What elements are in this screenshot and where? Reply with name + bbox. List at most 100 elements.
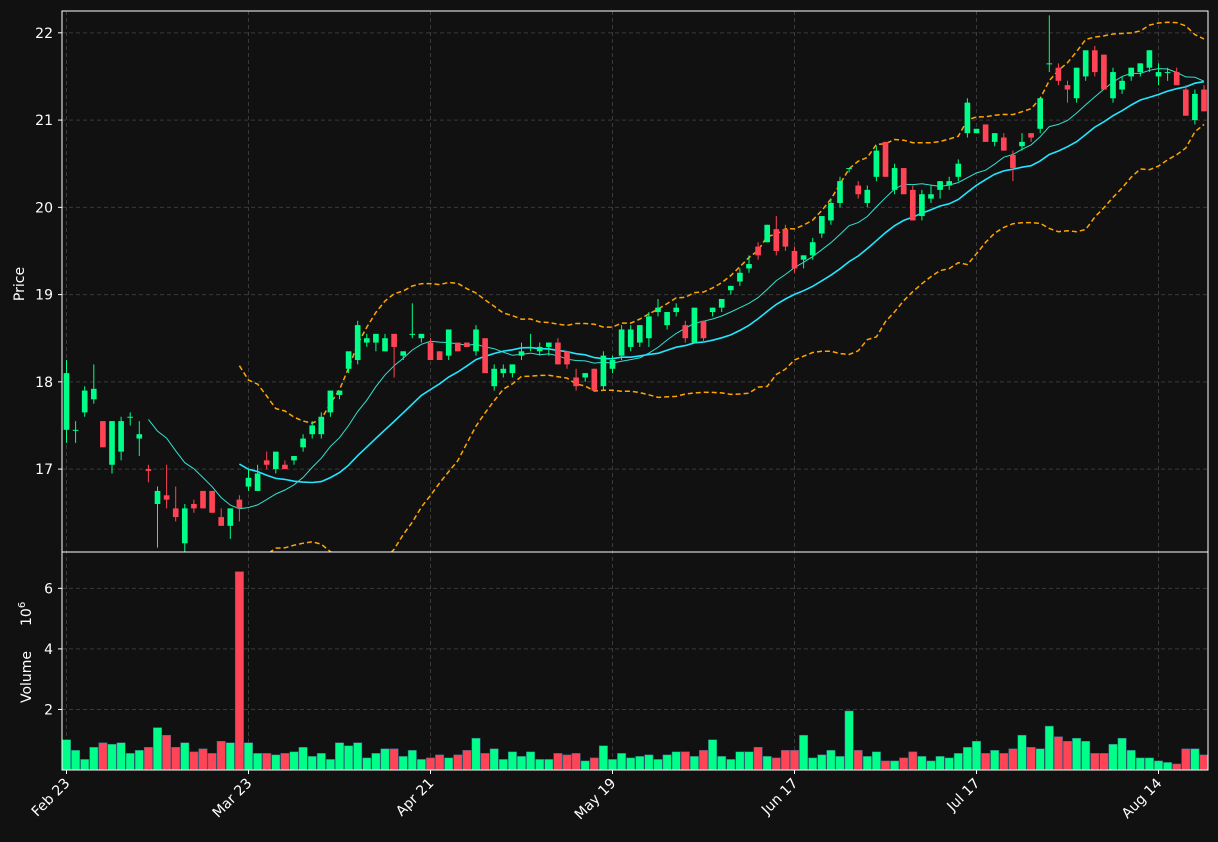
volume-bar: [517, 756, 526, 771]
volume-bar: [435, 754, 445, 771]
volume-bar: [189, 751, 199, 771]
candle-body: [1164, 72, 1171, 74]
candle-body: [109, 421, 115, 465]
price-tick-label: 22: [35, 26, 53, 42]
candle-body: [1119, 80, 1125, 90]
volume-bar: [962, 747, 972, 771]
volume-bar: [162, 734, 172, 771]
volume-bar: [1026, 747, 1036, 771]
volume-bar: [1154, 760, 1163, 771]
candle-body: [1110, 72, 1116, 99]
volume-bar: [853, 750, 863, 771]
candle-body: [373, 333, 379, 343]
candle-body: [864, 189, 871, 203]
volume-bar: [653, 759, 663, 771]
candle-body: [646, 316, 652, 339]
candle-body: [809, 242, 816, 256]
candle-body: [145, 469, 152, 471]
volume-bar: [662, 754, 672, 771]
volume-bar: [1135, 757, 1145, 771]
volume-bar: [981, 753, 991, 771]
candle-body: [855, 185, 862, 195]
bollinger-lower-line: [268, 123, 1205, 552]
volume-bar: [426, 757, 435, 771]
candle-body: [1101, 54, 1107, 90]
candle-body: [272, 451, 279, 470]
candle-body: [63, 373, 70, 430]
candle-body: [618, 329, 625, 356]
candle-body: [600, 355, 607, 387]
volume-bar: [1035, 748, 1045, 771]
candle-body: [327, 390, 334, 413]
candle-body: [154, 490, 161, 505]
volume-bar: [762, 756, 772, 771]
candle-body: [172, 508, 179, 518]
candle-body: [655, 307, 661, 313]
volume-panel-frame: [61, 551, 1209, 771]
candle-body: [773, 229, 780, 251]
candle-body: [318, 416, 325, 435]
candle-body: [363, 338, 370, 343]
volume-bar: [1190, 748, 1200, 771]
candle-body: [1019, 141, 1025, 147]
candle-body: [181, 508, 188, 544]
candle-body: [1073, 67, 1080, 99]
volume-bar: [926, 760, 936, 771]
volume-bar: [635, 756, 645, 771]
candle-body: [545, 342, 552, 347]
volume-bar: [307, 756, 317, 771]
volume-bar: [1017, 734, 1027, 771]
volume-bar: [571, 753, 581, 771]
candle-body: [391, 333, 397, 347]
candle-body: [482, 338, 488, 374]
candle-body: [200, 490, 206, 509]
volume-bar: [507, 751, 517, 771]
candle-body: [1010, 154, 1016, 169]
volume-bar: [171, 747, 181, 771]
candle-body: [282, 464, 288, 470]
candle-body: [1064, 85, 1071, 90]
volume-bar: [699, 750, 708, 771]
candle-body: [718, 298, 725, 308]
candle-body: [582, 373, 589, 378]
candle-body: [800, 255, 807, 260]
candle-body: [464, 342, 470, 347]
candle-body: [691, 307, 698, 343]
price-tick-label: 18: [35, 375, 53, 391]
candle-body: [1046, 63, 1053, 65]
candle-body: [882, 141, 889, 177]
volume-bar: [335, 742, 344, 771]
candle-body: [118, 421, 124, 452]
candle-body: [973, 128, 980, 134]
volume-bar: [262, 753, 272, 771]
moving-averages: [148, 68, 1205, 510]
candle-body: [928, 194, 934, 199]
candle-body: [573, 377, 579, 387]
volume-bar: [680, 751, 690, 771]
candle-body: [473, 329, 479, 352]
volume-bar: [808, 757, 818, 771]
volume-bar: [1108, 744, 1118, 771]
volume-bar: [216, 740, 226, 771]
volume-bar: [944, 757, 954, 771]
price-tick-label: 19: [35, 288, 53, 304]
volume-bar: [353, 742, 363, 771]
candle-body: [81, 390, 88, 413]
candle-body: [1000, 137, 1007, 151]
volume-bar: [244, 742, 253, 771]
candle-body: [300, 438, 306, 448]
candle-body: [555, 342, 561, 365]
volume-bar: [553, 753, 563, 771]
volume-tick-label: 2: [44, 702, 53, 718]
volume-bar: [1117, 737, 1127, 771]
volume-bar: [298, 747, 308, 771]
candle-body: [609, 360, 616, 369]
volume-bar: [207, 753, 217, 771]
volume-bar: [98, 742, 108, 771]
volume-bar: [835, 756, 845, 771]
candle-body: [527, 346, 534, 348]
volume-bar: [453, 754, 463, 771]
candle-body: [291, 456, 297, 461]
